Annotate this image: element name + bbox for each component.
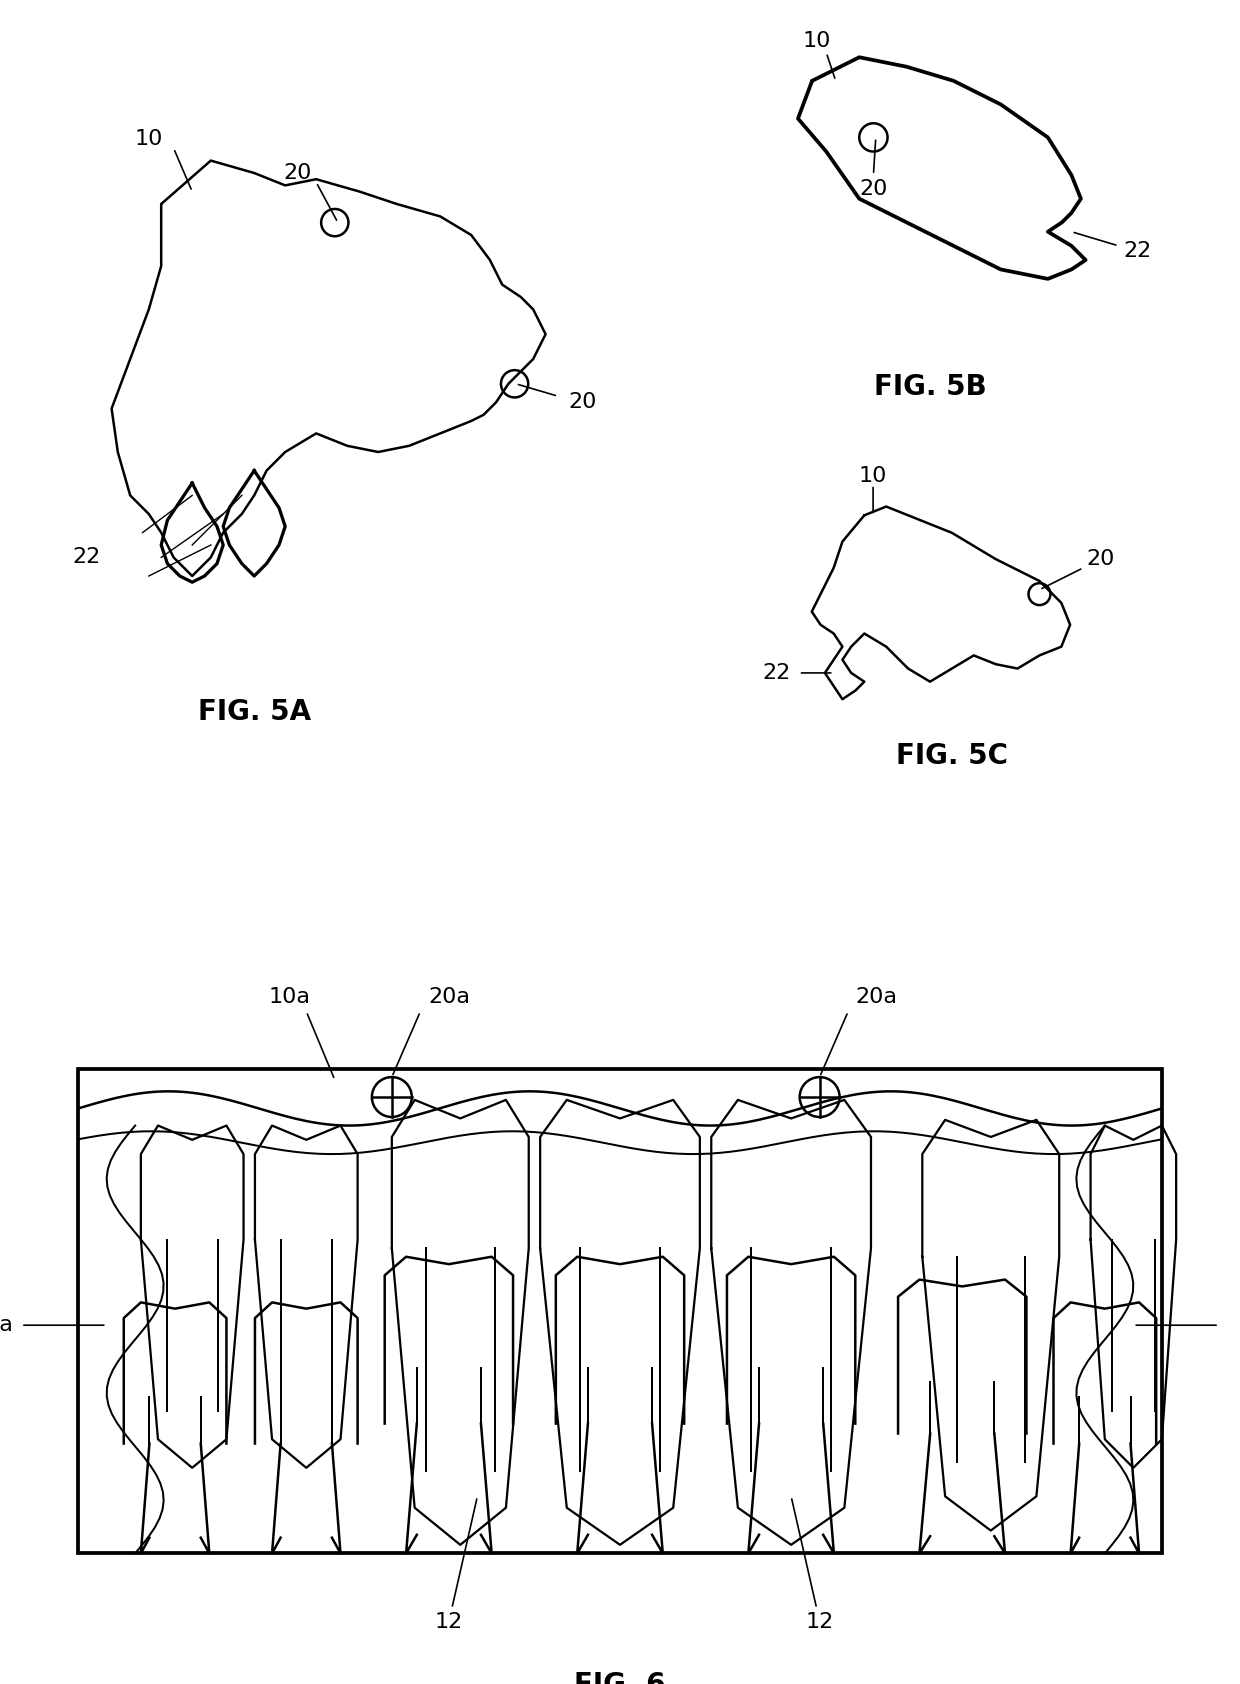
Bar [78, 1069, 1162, 1553]
Text: 22: 22 [73, 547, 100, 568]
Text: FIG. 5B: FIG. 5B [874, 374, 986, 401]
Text: 10: 10 [859, 466, 888, 487]
Text: FIG. 5A: FIG. 5A [197, 699, 311, 726]
Text: 10a: 10a [268, 987, 310, 1007]
Text: FIG. 5C: FIG. 5C [895, 743, 1008, 770]
Text: 12: 12 [435, 1499, 477, 1632]
Text: 20: 20 [569, 392, 596, 413]
Text: 20: 20 [1086, 549, 1115, 569]
Text: 22: 22 [763, 663, 791, 684]
Text: 20: 20 [859, 179, 888, 199]
Text: 20: 20 [284, 163, 311, 184]
Text: 20a: 20a [428, 987, 470, 1007]
Text: 10: 10 [802, 30, 831, 51]
Text: 20a: 20a [856, 987, 898, 1007]
Text: 22: 22 [1123, 241, 1152, 261]
Polygon shape [799, 57, 1085, 280]
Text: 12: 12 [791, 1499, 833, 1632]
Text: 22a: 22a [0, 1315, 14, 1335]
Text: 22a: 22a [1238, 1315, 1240, 1335]
Text: FIG. 6: FIG. 6 [574, 1671, 666, 1684]
Text: 10: 10 [135, 130, 162, 148]
